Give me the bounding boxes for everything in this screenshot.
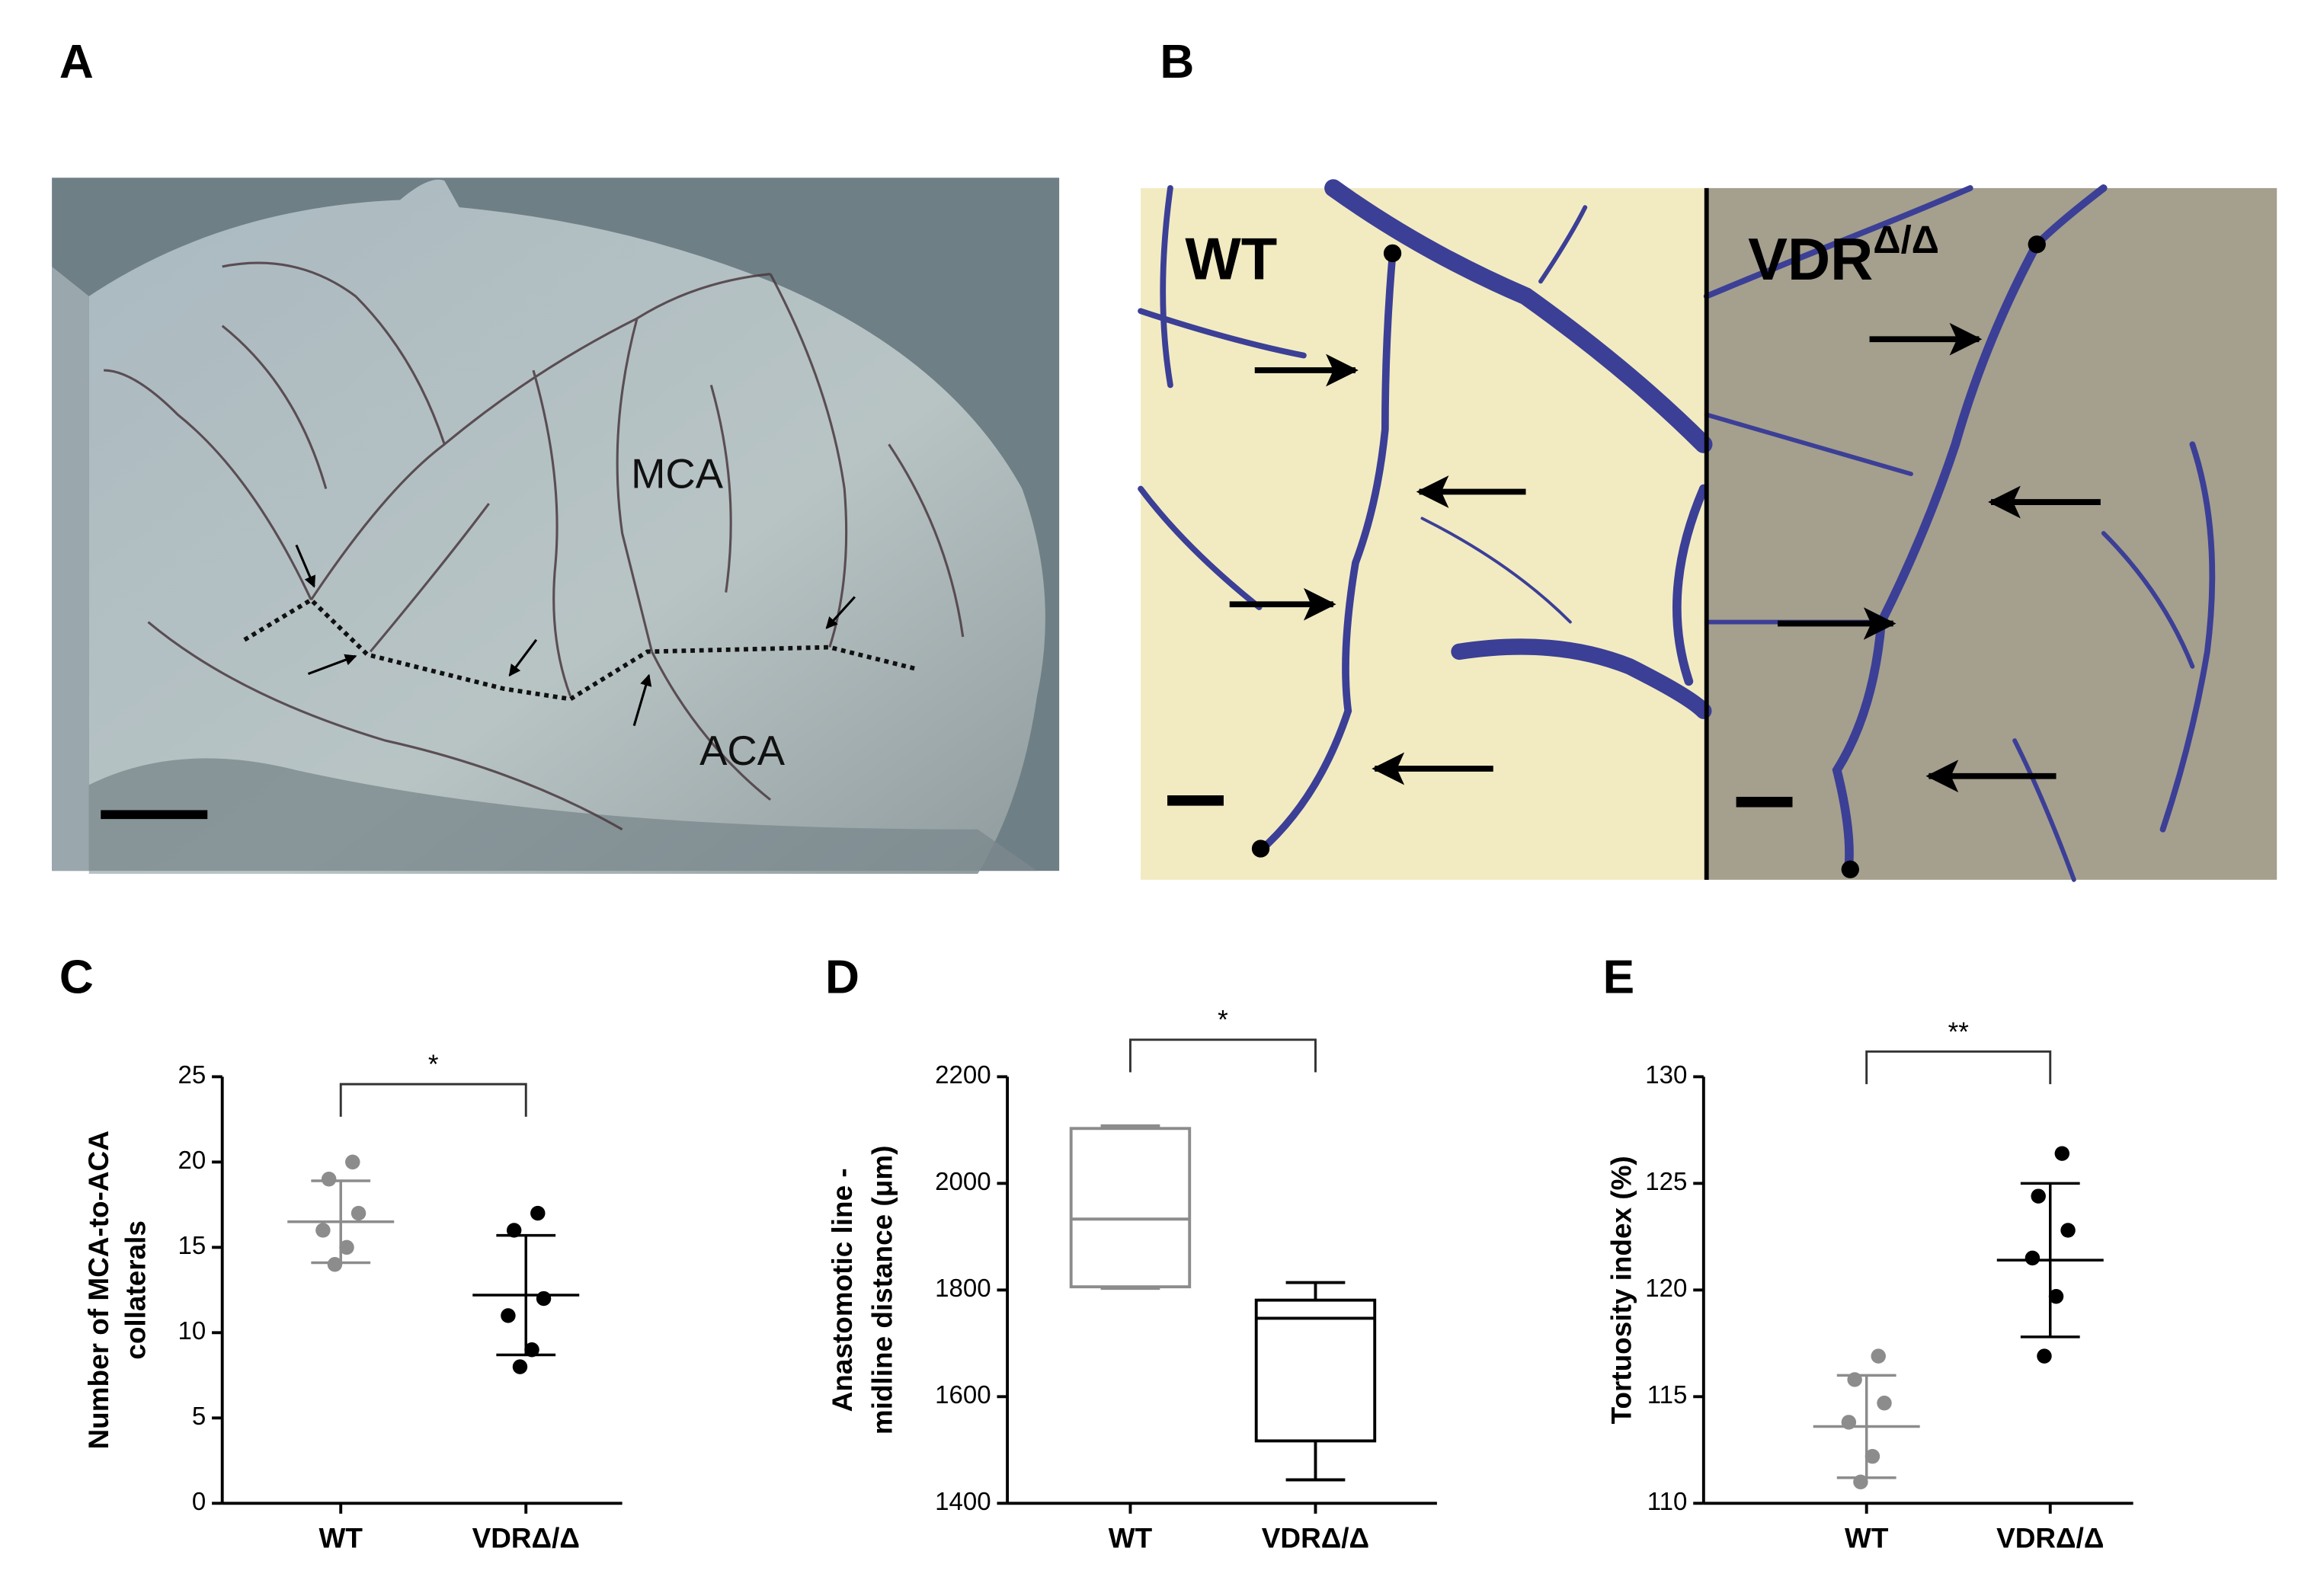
y-tick-label: 25 [178, 1061, 206, 1089]
y-tick-label: 1600 [935, 1381, 991, 1409]
panel-label: D [825, 951, 859, 1003]
data-point [2048, 1289, 2064, 1304]
photo-a: MCA ACA [52, 178, 1060, 875]
y-tick-label: 10 [178, 1317, 206, 1345]
y-tick-label: 5 [192, 1402, 206, 1431]
data-point [530, 1205, 546, 1221]
y-tick-label: 20 [178, 1147, 206, 1175]
photo-label: ACA [699, 728, 786, 774]
significance-label: * [1218, 1006, 1228, 1035]
significance-bracket [1865, 1050, 2052, 1085]
x-tick-label: WT [1845, 1523, 1889, 1554]
box [1254, 1298, 1377, 1443]
data-point [2031, 1188, 2046, 1204]
y-axis-label: collaterals [120, 1220, 152, 1360]
data-point [512, 1359, 528, 1374]
photo-label: MCA [631, 450, 724, 497]
data-point [2037, 1348, 2052, 1364]
data-point [321, 1172, 337, 1187]
y-tick-label: 2200 [935, 1061, 991, 1089]
data-point [501, 1308, 516, 1323]
y-axis-label: midline distance (μm) [866, 1146, 898, 1435]
data-point [2060, 1223, 2076, 1238]
significance-bracket [339, 1083, 527, 1117]
y-tick-label: 120 [1645, 1275, 1687, 1303]
y-tick-label: 125 [1645, 1168, 1687, 1196]
y-tick-label: 0 [192, 1488, 206, 1516]
photo-b: WT VDRΔ/Δ [1138, 179, 2277, 882]
data-point [1864, 1448, 1880, 1464]
y-tick-label: 15 [178, 1232, 206, 1260]
data-point [2025, 1250, 2041, 1266]
data-point [350, 1205, 366, 1221]
panel-label: A [59, 36, 94, 88]
panel-label: B [1160, 36, 1194, 88]
y-tick-label: 2000 [935, 1168, 991, 1196]
significance-bracket [1128, 1038, 1317, 1073]
data-point [315, 1223, 331, 1238]
y-tick-label: 1800 [935, 1275, 991, 1303]
data-point [1877, 1395, 1892, 1411]
x-tick-label: VDRΔ/Δ [1996, 1523, 2104, 1554]
y-tick-label: 115 [1647, 1381, 1688, 1409]
x-tick-label: VDRΔ/Δ [1262, 1523, 1369, 1554]
photo-label-sup: Δ/Δ [1873, 218, 1939, 261]
x-tick-label: WT [1109, 1523, 1153, 1554]
y-tick-label: 1400 [935, 1488, 991, 1516]
y-axis-label: Anastomotic line - [827, 1168, 858, 1412]
data-point [506, 1223, 522, 1238]
y-axis-label: Tortuosity index (%) [1606, 1156, 1637, 1424]
data-point [339, 1239, 354, 1255]
x-tick-label: VDRΔ/Δ [472, 1523, 580, 1554]
data-point [2054, 1146, 2070, 1161]
significance-label: ** [1948, 1017, 1970, 1047]
panel-label: E [1603, 951, 1634, 1003]
data-point [524, 1342, 539, 1358]
y-tick-label: 130 [1645, 1061, 1687, 1089]
photo-label: VDRΔ/Δ [1748, 218, 1939, 292]
data-point [345, 1154, 360, 1170]
data-point [327, 1257, 343, 1272]
data-point [1871, 1348, 1886, 1364]
panel-label: C [59, 951, 94, 1003]
data-point [536, 1291, 552, 1307]
photo-label: WT [1185, 227, 1277, 293]
box [1069, 1127, 1192, 1289]
x-tick-label: WT [319, 1523, 363, 1554]
y-tick-label: 110 [1647, 1488, 1688, 1516]
y-axis-label: Number of MCA-to-ACA [83, 1131, 114, 1449]
photo-label-base: VDR [1748, 227, 1873, 293]
significance-label: * [428, 1050, 439, 1079]
